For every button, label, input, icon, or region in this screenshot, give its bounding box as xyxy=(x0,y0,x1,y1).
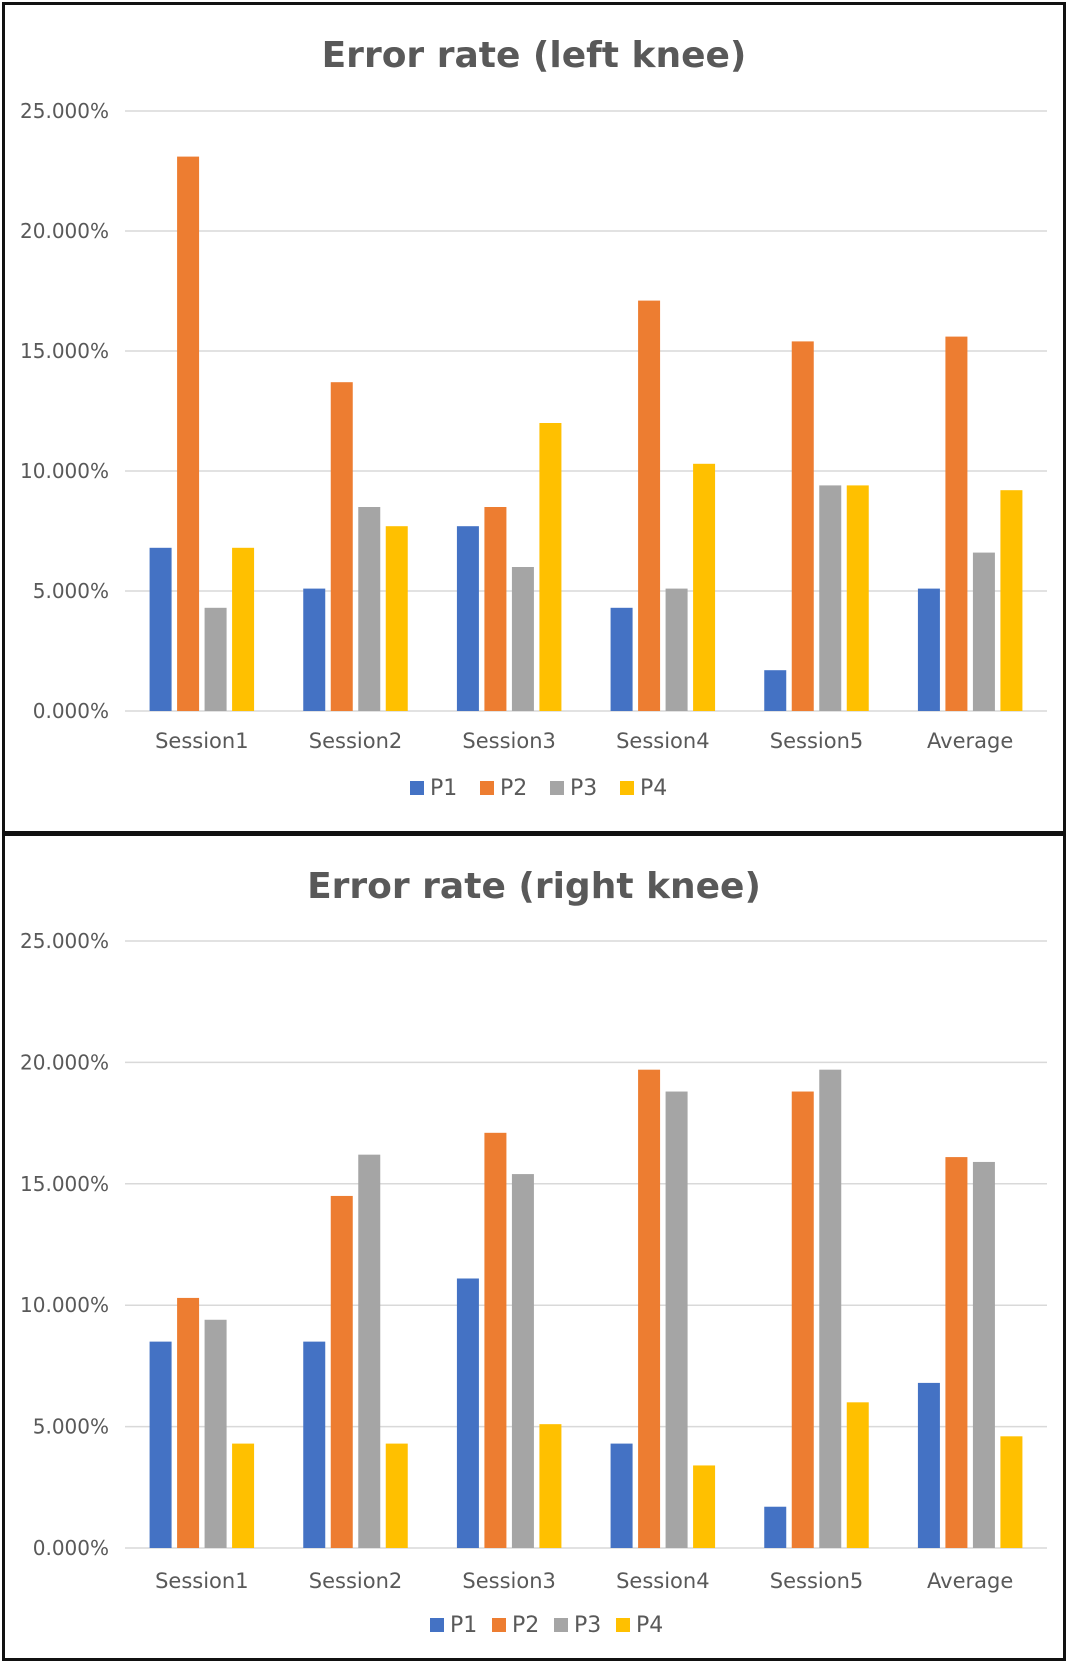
bar-p4-average xyxy=(1000,490,1023,711)
legend-label: P3 xyxy=(574,1613,601,1638)
bar-p4-average xyxy=(1000,1436,1023,1548)
bar-p3-average xyxy=(972,1161,995,1548)
bar-p1-session4 xyxy=(610,607,633,711)
category-label: Session4 xyxy=(616,1569,710,1593)
bar-p3-session1 xyxy=(204,607,227,711)
legend-swatch xyxy=(620,781,634,795)
bar-p2-session3 xyxy=(484,1132,507,1548)
bar-p2-session5 xyxy=(791,1091,814,1548)
y-tick-label: 25.000% xyxy=(20,929,109,953)
bar-p4-session2 xyxy=(385,526,408,711)
legend-swatch xyxy=(480,781,494,795)
legend-label: P4 xyxy=(636,1613,663,1638)
category-label: Session3 xyxy=(462,729,556,753)
bar-p1-session5 xyxy=(764,1506,787,1548)
bar-p1-session1 xyxy=(149,1341,172,1548)
chart-title: Error rate (right knee) xyxy=(307,866,761,907)
category-label: Session4 xyxy=(616,729,710,753)
bar-p3-session3 xyxy=(511,1174,534,1548)
legend-swatch xyxy=(430,1618,444,1632)
legend-label: P2 xyxy=(512,1613,539,1638)
bar-p4-session3 xyxy=(539,423,562,711)
bar-p4-session2 xyxy=(385,1443,408,1548)
y-tick-label: 15.000% xyxy=(20,339,109,363)
legend-label: P1 xyxy=(450,1613,477,1638)
bar-p1-session3 xyxy=(456,1278,479,1548)
category-label: Session1 xyxy=(155,729,249,753)
bar-p3-session2 xyxy=(358,1154,381,1548)
bar-p3-session5 xyxy=(819,485,842,711)
legend-swatch xyxy=(492,1618,506,1632)
y-tick-label: 5.000% xyxy=(33,1415,109,1439)
bar-p4-session5 xyxy=(846,1402,869,1548)
bar-p1-session2 xyxy=(303,1341,326,1548)
bar-p4-session3 xyxy=(539,1424,562,1548)
bar-p1-average xyxy=(917,588,940,711)
y-tick-label: 5.000% xyxy=(33,579,109,603)
bar-p2-session2 xyxy=(330,382,353,711)
legend-swatch xyxy=(554,1618,568,1632)
bar-p2-average xyxy=(945,1157,968,1548)
left-knee-chart-panel: Error rate (left knee) 0.000% 5.000% 10.00… xyxy=(2,2,1066,834)
bar-p4-session5 xyxy=(846,485,869,711)
bar-p3-session1 xyxy=(204,1319,227,1548)
bar-p2-session4 xyxy=(638,300,661,711)
category-label: Session2 xyxy=(309,729,403,753)
bar-p3-session4 xyxy=(665,1091,688,1548)
bar-p1-session5 xyxy=(764,670,787,711)
bar-p3-session4 xyxy=(665,588,688,711)
bar-p4-session4 xyxy=(693,463,716,711)
y-tick-label: 0.000% xyxy=(33,1536,109,1560)
bar-p4-session4 xyxy=(693,1465,716,1548)
left-knee-chart: Error rate (left knee) 0.000% 5.000% 10.00… xyxy=(20,35,1047,801)
bar-p3-session5 xyxy=(819,1069,842,1548)
bar-p4-session1 xyxy=(232,547,255,711)
category-label: Session2 xyxy=(309,1569,403,1593)
bar-p2-session2 xyxy=(330,1195,353,1548)
bar-p2-session3 xyxy=(484,507,507,711)
right-knee-chart-panel: Error rate (right knee) 0.000% 5.000% 10.0… xyxy=(2,833,1066,1661)
legend-label: P1 xyxy=(430,776,457,801)
y-tick-label: 25.000% xyxy=(20,99,109,123)
y-tick-label: 20.000% xyxy=(20,219,109,243)
bar-p2-session1 xyxy=(177,1297,200,1548)
bar-p1-session2 xyxy=(303,588,326,711)
legend-swatch xyxy=(410,781,424,795)
legend-swatch xyxy=(616,1618,630,1632)
y-tick-label: 10.000% xyxy=(20,459,109,483)
category-label: Session1 xyxy=(155,1569,249,1593)
y-tick-label: 10.000% xyxy=(20,1293,109,1317)
chart-title: Error rate (left knee) xyxy=(322,35,747,76)
bar-p1-session1 xyxy=(149,547,172,711)
bar-p1-session3 xyxy=(456,526,479,711)
bar-p3-session3 xyxy=(511,567,534,711)
bar-p2-session1 xyxy=(177,156,200,712)
bar-p3-session2 xyxy=(358,507,381,711)
bar-p3-average xyxy=(972,552,995,711)
bar-p2-session5 xyxy=(791,341,814,711)
legend-label: P4 xyxy=(640,776,667,801)
legend-swatch xyxy=(550,781,564,795)
bar-p1-session4 xyxy=(610,1443,633,1548)
category-label: Session5 xyxy=(770,1569,864,1593)
y-tick-label: 15.000% xyxy=(20,1172,109,1196)
legend-label: P2 xyxy=(500,776,527,801)
y-tick-label: 20.000% xyxy=(20,1050,109,1074)
y-tick-label: 0.000% xyxy=(33,699,109,723)
legend-label: P3 xyxy=(570,776,597,801)
bar-p4-session1 xyxy=(232,1443,255,1548)
category-label: Average xyxy=(927,1569,1013,1593)
category-label: Session5 xyxy=(770,729,864,753)
bar-p2-session4 xyxy=(638,1069,661,1548)
right-knee-chart: Error rate (right knee) 0.000% 5.000% 10.0… xyxy=(20,866,1047,1638)
category-label: Session3 xyxy=(462,1569,556,1593)
bar-p1-average xyxy=(917,1382,940,1548)
bar-p2-average xyxy=(945,336,968,711)
category-label: Average xyxy=(927,729,1013,753)
